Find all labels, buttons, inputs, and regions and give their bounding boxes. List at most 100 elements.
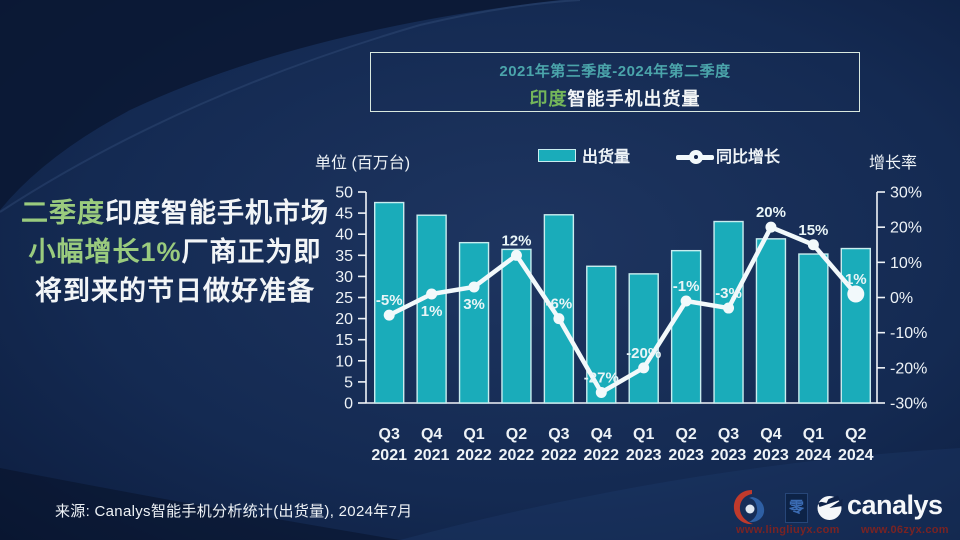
headline-segment-green: 小幅增长1% bbox=[28, 237, 182, 267]
right-axis-tick-label: -10% bbox=[890, 325, 927, 342]
x-label-year: 2021 bbox=[371, 447, 407, 464]
watermark-seal-char: 零 bbox=[788, 499, 804, 516]
left-axis-tick-label: 30 bbox=[335, 269, 353, 286]
x-label-quarter: Q1 bbox=[633, 426, 654, 443]
growth-point-Q2-2023 bbox=[680, 295, 692, 307]
x-label-quarter: Q3 bbox=[548, 426, 569, 443]
right-axis-tick-label: 10% bbox=[890, 255, 922, 272]
chart-title-period: 2021年第三季度-2024年第二季度 bbox=[499, 63, 731, 80]
background-bottom-dark bbox=[0, 468, 400, 540]
x-label-quarter: Q2 bbox=[675, 426, 696, 443]
watermark-url: www.06zyx.com bbox=[861, 524, 949, 536]
growth-point-label: -20% bbox=[626, 345, 661, 362]
growth-point-Q1-2022 bbox=[468, 281, 480, 293]
growth-point-label: -3% bbox=[715, 285, 742, 302]
bar-Q4-2022 bbox=[586, 265, 617, 404]
headline-segment-white: 印度智能手机市场 bbox=[105, 198, 329, 228]
x-label-quarter: Q3 bbox=[379, 426, 400, 443]
chart-title-main: 印度智能手机出货量 bbox=[371, 85, 859, 111]
left-axis-tick-label: 5 bbox=[344, 374, 353, 391]
legend-bar-label: 出货量 bbox=[582, 149, 631, 166]
bar-Q3-2021 bbox=[374, 201, 405, 404]
x-label-year: 2023 bbox=[711, 447, 747, 464]
x-label-quarter: Q4 bbox=[760, 426, 781, 443]
right-axis-tick-label: -20% bbox=[890, 360, 927, 377]
bar-Q2-2022 bbox=[501, 248, 532, 404]
right-axis-tick-label: -30% bbox=[890, 396, 927, 413]
left-axis-tick-label: 0 bbox=[344, 396, 353, 413]
right-axis-tick-label: 30% bbox=[890, 185, 922, 202]
growth-point-label: -5% bbox=[376, 292, 403, 309]
headline-text: 二季度印度智能手机市场小幅增长1%厂商正为即将到来的节日做好准备 bbox=[20, 194, 330, 311]
growth-point-Q4-2023 bbox=[765, 221, 777, 233]
x-label-year: 2021 bbox=[414, 447, 450, 464]
legend-line-dot-center bbox=[694, 155, 698, 159]
growth-point-Q4-2021 bbox=[426, 288, 438, 300]
left-axis-tick-label: 15 bbox=[335, 332, 353, 349]
x-label-year: 2022 bbox=[541, 447, 577, 464]
growth-point-label: 1% bbox=[845, 271, 867, 288]
growth-point-Q2-2022 bbox=[510, 249, 522, 261]
background-dark-corner bbox=[0, 0, 560, 210]
x-label-year: 2022 bbox=[456, 447, 492, 464]
bar-Q2-2023 bbox=[670, 249, 702, 404]
bar-Q1-2023 bbox=[628, 273, 659, 404]
bar-Q1-2024 bbox=[798, 253, 829, 404]
growth-point-Q4-2022 bbox=[595, 386, 607, 398]
canalys-logo-icon bbox=[817, 495, 843, 520]
right-axis-title: 增长率 bbox=[869, 155, 918, 172]
chart-legend: 出货量 同比增长 bbox=[500, 138, 820, 168]
source-note: 来源: Canalys智能手机分析统计(出货量), 2024年7月 bbox=[55, 503, 413, 520]
growth-point-label: 1% bbox=[421, 303, 443, 320]
x-label-year: 2024 bbox=[796, 447, 832, 464]
headline-segment-green: 二季度 bbox=[21, 198, 105, 228]
growth-point-Q3-2022 bbox=[553, 313, 565, 325]
growth-point-Q2-2024 bbox=[847, 285, 865, 303]
x-label-year: 2023 bbox=[668, 447, 704, 464]
x-label-quarter: Q1 bbox=[463, 426, 484, 443]
left-axis-tick-label: 10 bbox=[335, 353, 353, 370]
growth-point-Q3-2023 bbox=[723, 302, 735, 314]
left-axis-tick-label: 35 bbox=[335, 248, 353, 265]
chart-title-highlight: 印度 bbox=[529, 89, 568, 109]
legend-line-label: 同比增长 bbox=[716, 149, 781, 166]
x-label-year: 2022 bbox=[499, 447, 535, 464]
growth-point-label: -6% bbox=[546, 296, 573, 313]
bar-Q1-2022 bbox=[458, 241, 490, 404]
x-label-year: 2022 bbox=[583, 447, 619, 464]
left-axis-tick-label: 20 bbox=[335, 311, 353, 328]
growth-line bbox=[386, 224, 859, 395]
chart-title-box: 2021年第三季度-2024年第二季度 印度智能手机出货量 bbox=[370, 52, 860, 112]
x-label-quarter: Q1 bbox=[803, 426, 824, 443]
x-label-quarter: Q2 bbox=[506, 426, 527, 443]
growth-point-label: 12% bbox=[501, 232, 531, 249]
growth-point-label: 20% bbox=[756, 204, 786, 221]
left-axis-title: 单位 (百万台) bbox=[315, 155, 411, 172]
x-label-quarter: Q4 bbox=[591, 426, 612, 443]
bar-Q4-2021 bbox=[416, 214, 447, 404]
growth-point-Q1-2024 bbox=[807, 239, 819, 251]
x-label-year: 2023 bbox=[753, 447, 789, 464]
right-axis-tick-label: 0% bbox=[890, 290, 913, 307]
left-axis-tick-label: 40 bbox=[335, 227, 353, 244]
left-axis-tick-label: 50 bbox=[335, 185, 353, 202]
left-axis-tick-label: 45 bbox=[335, 206, 353, 223]
bar-Q3-2022 bbox=[543, 214, 575, 404]
chart-title-rest: 智能手机出货量 bbox=[567, 89, 701, 109]
background-bottom-sweep bbox=[400, 448, 960, 540]
watermark-seal-logo: 零 bbox=[785, 493, 808, 523]
watermark-url: www.lingliuyx.com bbox=[736, 524, 840, 536]
canalys-logo-text: canalys bbox=[847, 490, 943, 520]
headline-segment-white: 厂商正为即将到来的节日做好准备 bbox=[35, 237, 322, 306]
left-axis-tick-label: 25 bbox=[335, 290, 353, 307]
x-label-quarter: Q4 bbox=[421, 426, 442, 443]
background-arc-line bbox=[0, 0, 581, 213]
x-label-quarter: Q2 bbox=[845, 426, 866, 443]
bar-Q2-2024 bbox=[840, 247, 871, 404]
x-label-year: 2024 bbox=[838, 447, 874, 464]
right-axis-tick-label: 20% bbox=[890, 220, 922, 237]
legend-bar-swatch-icon bbox=[538, 149, 576, 162]
growth-point-Q3-2021 bbox=[383, 309, 395, 321]
growth-point-Q1-2023 bbox=[638, 362, 650, 374]
